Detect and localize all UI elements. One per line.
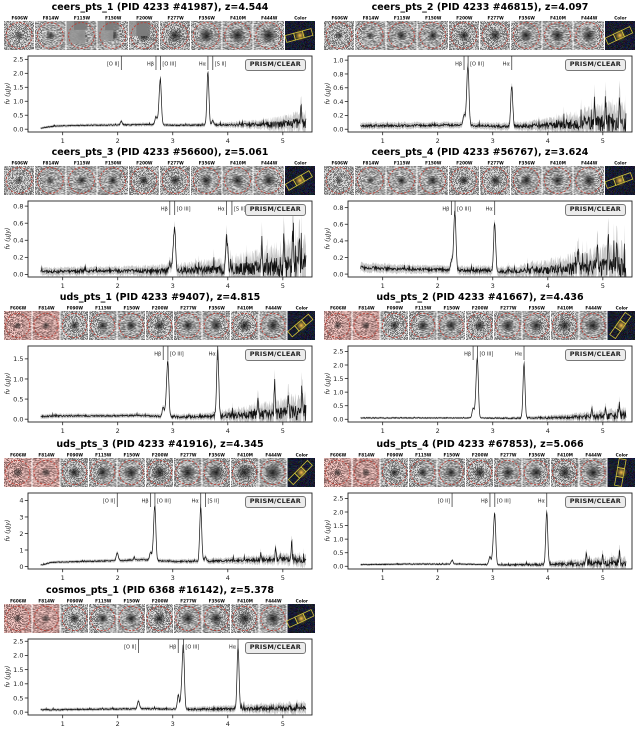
spectrum-panel-uds_pts_2: uds_pts_2 (PID 4233 #41667), z=4.436 fν … — [320, 292, 640, 438]
spectrum-panel-uds_pts_1: uds_pts_1 (PID 4233 #9407), z=4.815 fν (… — [0, 292, 320, 438]
prism-clear-badge: PRISM/CLEAR — [244, 204, 306, 216]
prism-clear-badge: PRISM/CLEAR — [564, 496, 626, 508]
cutout-strip — [4, 452, 316, 487]
spectrum-area: fν (μJy) PRISM/CLEAR — [0, 489, 320, 585]
spectrum-panel-uds_pts_3: uds_pts_3 (PID 4233 #41916), z=4.345 fν … — [0, 439, 320, 585]
prism-clear-badge: PRISM/CLEAR — [564, 59, 626, 71]
y-axis-label: fν (μJy) — [324, 227, 332, 250]
spectrum-area: fν (μJy) PRISM/CLEAR — [320, 342, 640, 438]
spectrum-area: fν (μJy) PRISM/CLEAR — [320, 52, 640, 148]
y-axis-label: fν (μJy) — [324, 82, 332, 105]
cutout-strip — [324, 15, 636, 50]
y-axis-label: fν (μJy) — [324, 519, 332, 542]
spectrum-area: fν (μJy) PRISM/CLEAR — [0, 635, 320, 731]
y-axis-label: fν (μJy) — [4, 665, 12, 688]
panel-title: uds_pts_4 (PID 4233 #67853), z=5.066 — [376, 439, 584, 450]
prism-clear-badge: PRISM/CLEAR — [244, 496, 306, 508]
y-axis-label: fν (μJy) — [324, 372, 332, 395]
prism-clear-badge: PRISM/CLEAR — [244, 349, 306, 361]
panel-title: ceers_pts_3 (PID 4233 #56600), z=5.061 — [51, 147, 269, 158]
panel-title: ceers_pts_2 (PID 4233 #46815), z=4.097 — [371, 2, 589, 13]
cutout-strip — [324, 305, 636, 340]
y-axis-label: fν (μJy) — [4, 519, 12, 542]
spectrum-area: fν (μJy) PRISM/CLEAR — [0, 52, 320, 148]
cutout-strip — [4, 305, 316, 340]
cutout-strip — [324, 160, 636, 195]
spectrum-panel-cosmos_pts_1: cosmos_pts_1 (PID 6368 #16142), z=5.378 … — [0, 585, 320, 731]
y-axis-label: fν (μJy) — [4, 82, 12, 105]
prism-clear-badge: PRISM/CLEAR — [564, 204, 626, 216]
spectrum-area: fν (μJy) PRISM/CLEAR — [0, 197, 320, 293]
spectrum-area: fν (μJy) PRISM/CLEAR — [0, 342, 320, 438]
prism-clear-badge: PRISM/CLEAR — [244, 59, 306, 71]
y-axis-label: fν (μJy) — [4, 227, 12, 250]
prism-clear-badge: PRISM/CLEAR — [564, 349, 626, 361]
y-axis-label: fν (μJy) — [4, 372, 12, 395]
spectrum-panel-uds_pts_4: uds_pts_4 (PID 4233 #67853), z=5.066 fν … — [320, 439, 640, 585]
spectrum-panel-ceers_pts_1: ceers_pts_1 (PID 4233 #41987), z=4.544 f… — [0, 2, 320, 148]
cutout-strip — [4, 598, 316, 633]
spectrum-panel-ceers_pts_2: ceers_pts_2 (PID 4233 #46815), z=4.097 f… — [320, 2, 640, 148]
panel-title: ceers_pts_1 (PID 4233 #41987), z=4.544 — [51, 2, 269, 13]
cutout-strip — [324, 452, 636, 487]
cutout-strip — [4, 15, 316, 50]
panel-title: uds_pts_1 (PID 4233 #9407), z=4.815 — [59, 292, 261, 303]
panel-title: uds_pts_3 (PID 4233 #41916), z=4.345 — [56, 439, 264, 450]
panel-title: uds_pts_2 (PID 4233 #41667), z=4.436 — [376, 292, 584, 303]
spectrum-area: fν (μJy) PRISM/CLEAR — [320, 489, 640, 585]
spectrum-area: fν (μJy) PRISM/CLEAR — [320, 197, 640, 293]
panel-title: cosmos_pts_1 (PID 6368 #16142), z=5.378 — [46, 585, 274, 596]
panel-title: ceers_pts_4 (PID 4233 #56767), z=3.624 — [371, 147, 589, 158]
cutout-strip — [4, 160, 316, 195]
spectrum-panel-ceers_pts_3: ceers_pts_3 (PID 4233 #56600), z=5.061 f… — [0, 147, 320, 293]
prism-clear-badge: PRISM/CLEAR — [244, 642, 306, 654]
spectrum-panel-ceers_pts_4: ceers_pts_4 (PID 4233 #56767), z=3.624 f… — [320, 147, 640, 293]
